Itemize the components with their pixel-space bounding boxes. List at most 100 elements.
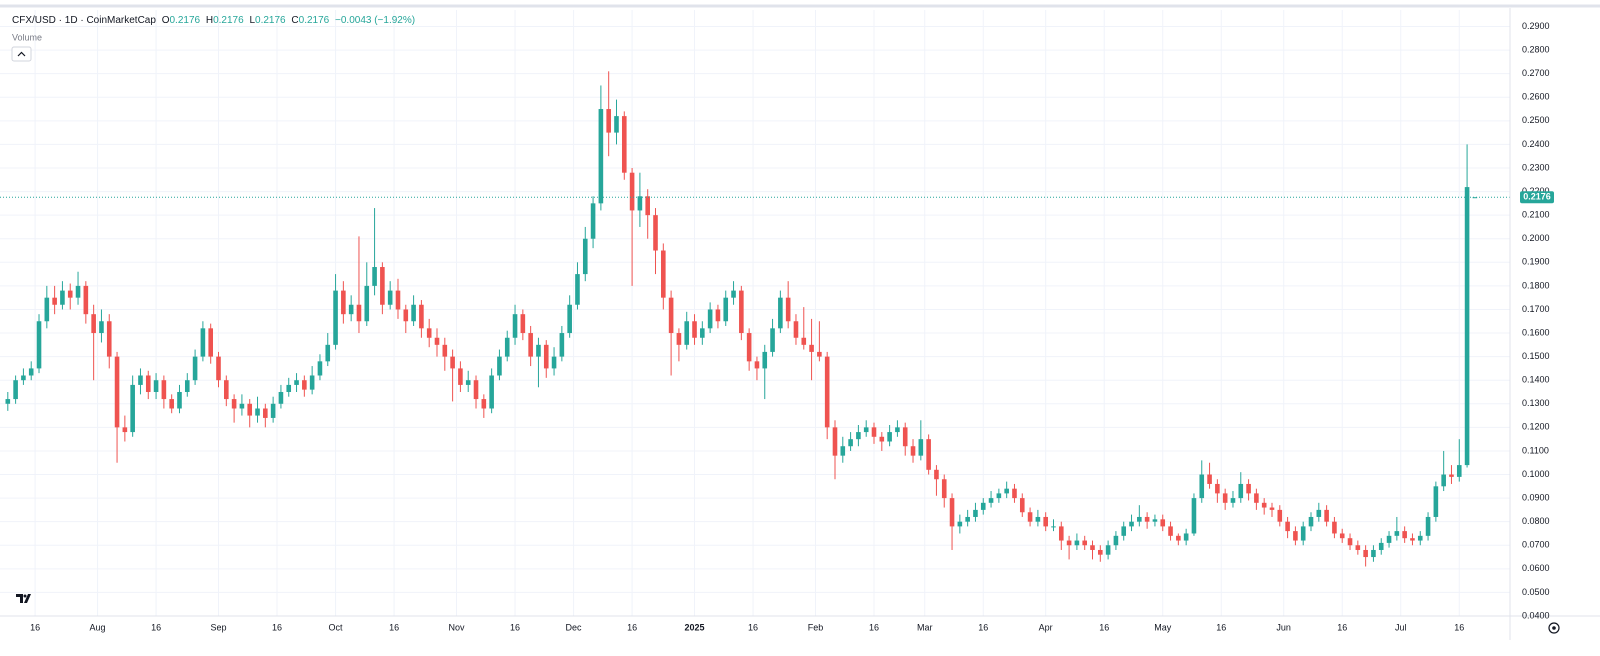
candle-body [941,479,947,499]
candle-body [926,439,931,470]
settings-icon-center[interactable] [1552,626,1556,630]
candle-body [848,439,853,447]
candle-body [770,328,775,352]
y-tick-label: 0.1600 [1522,327,1550,337]
candle-body [1355,545,1361,550]
collapse-button[interactable] [11,46,32,62]
y-tick-label: 0.1900 [1522,257,1550,267]
candle-body [988,498,994,503]
candle-body [973,509,978,517]
candle-body [910,446,916,456]
candle-body [1402,531,1407,539]
candle-body [317,361,323,376]
candle-body [497,356,502,376]
candle-body [645,196,651,216]
settings-icon[interactable] [1548,622,1560,634]
candle-body [895,427,900,433]
candle-body [668,297,674,334]
candle-body [996,493,1002,499]
candle-body [1230,498,1236,503]
candle-body [957,521,963,527]
candle-body [216,356,221,381]
logo-mark[interactable] [16,594,31,603]
x-tick-label: 16 [627,622,637,632]
candle-body [1058,526,1064,541]
candle-body [348,304,354,315]
c-label: C [291,15,298,26]
candle-body [91,314,96,334]
x-tick-label: 16 [1216,622,1226,632]
candle-body [1293,531,1298,541]
candle-body [801,337,807,345]
candle-body [1191,498,1197,534]
candle-body [255,408,260,416]
o-value: 0.2176 [169,15,200,26]
candle-body [270,403,276,418]
o-label: O [162,15,170,26]
x-tick-label: 2025 [685,622,705,632]
x-tick-label: 16 [389,622,399,632]
y-tick-label: 0.1400 [1522,375,1550,385]
candle-body [1386,535,1392,543]
candle-body [161,380,167,400]
candle-body [1456,465,1462,477]
candle-body [1261,502,1267,508]
logo[interactable] [16,594,31,603]
y-tick-label: 0.0900 [1522,492,1550,502]
x-tick-label: Feb [808,622,824,632]
candle-body [629,172,635,211]
h-label: H [206,15,213,26]
candle-body [739,290,744,334]
candle-body [450,356,455,369]
candle-body [863,427,869,433]
candle-body [130,384,135,433]
y-tick-label: 0.2200 [1522,186,1550,196]
candle-body [1082,540,1088,546]
collapse-icon[interactable] [17,51,26,57]
y-tick-label: 0.1800 [1522,280,1550,290]
candle-body [762,351,768,369]
logo-dot[interactable] [23,594,27,598]
candle-body [1254,493,1259,503]
candle-body [559,333,565,357]
price-tag-label: 0.2176 [1523,192,1551,202]
candle-body [918,439,924,456]
candle-body [707,309,713,329]
x-tick-label: Oct [329,622,344,632]
candle-body [184,380,190,392]
candle-body [1113,535,1119,546]
candle-body [949,498,955,527]
x-tick-label: Apr [1039,622,1053,632]
candle-body [372,267,377,286]
candle-body [817,351,822,357]
candle-body [224,380,229,400]
candle-body [169,399,174,409]
candle-body [785,297,791,322]
settings-button[interactable] [1548,622,1560,634]
candle-body [60,290,65,305]
collapse-box[interactable] [11,46,32,62]
candle-body [1074,540,1080,546]
grid [0,10,1510,617]
y-tick-label: 0.1700 [1522,304,1550,314]
x-tick-label: Nov [449,622,466,632]
candle-body [778,297,783,329]
y-tick-label: 0.1500 [1522,351,1550,361]
candle-body [1207,474,1212,484]
candle-body [302,380,307,390]
x-tick-label: 16 [1454,622,1464,632]
candle-body [75,285,81,298]
candle-body [606,109,611,133]
candle-body [1410,538,1415,541]
candle-body [434,337,440,345]
candle-body [692,321,697,338]
candle-body [1347,538,1353,546]
x-tick-label: 16 [748,622,758,632]
candle-body [723,297,729,322]
x-tick-label: 16 [978,622,988,632]
candle-body [200,328,206,357]
candle-body [263,408,268,418]
candle-body [177,391,182,409]
